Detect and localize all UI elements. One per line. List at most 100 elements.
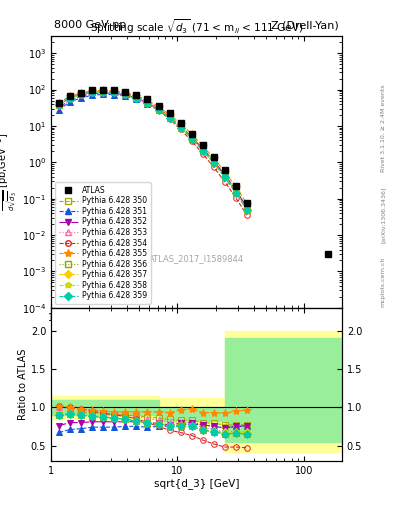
Pythia 6.428 358: [112, 89, 117, 95]
Pythia 6.428 359: [211, 160, 216, 166]
Pythia 6.428 359: [145, 100, 150, 106]
Pythia 6.428 358: [145, 100, 150, 106]
Pythia 6.428 353: [167, 114, 172, 120]
Pythia 6.428 355: [233, 184, 238, 190]
Pythia 6.428 359: [57, 102, 62, 108]
Pythia 6.428 357: [134, 95, 139, 101]
Pythia 6.428 353: [211, 159, 216, 165]
Pythia 6.428 353: [101, 88, 106, 94]
Pythia 6.428 357: [90, 89, 95, 95]
Pythia 6.428 358: [123, 91, 128, 97]
ATLAS: [90, 88, 95, 94]
Pythia 6.428 358: [233, 189, 238, 196]
Pythia 6.428 351: [178, 124, 183, 131]
Pythia 6.428 355: [112, 88, 117, 94]
Pythia 6.428 355: [178, 121, 183, 127]
Pythia 6.428 352: [200, 146, 205, 152]
Pythia 6.428 354: [178, 126, 183, 133]
Pythia 6.428 358: [134, 95, 139, 101]
Pythia 6.428 358: [156, 106, 161, 113]
Pythia 6.428 357: [167, 115, 172, 121]
Pythia 6.428 355: [134, 93, 139, 99]
Line: Pythia 6.428 358: Pythia 6.428 358: [57, 89, 250, 212]
Pythia 6.428 351: [134, 96, 139, 102]
ATLAS: [245, 200, 250, 206]
Pythia 6.428 354: [222, 179, 227, 185]
Pythia 6.428 353: [90, 88, 95, 94]
Pythia 6.428 352: [57, 104, 62, 111]
Pythia 6.428 353: [145, 99, 150, 105]
Pythia 6.428 352: [222, 172, 227, 178]
Pythia 6.428 352: [79, 93, 84, 99]
Pythia 6.428 352: [156, 106, 161, 113]
Pythia 6.428 352: [145, 100, 150, 106]
ATLAS: [233, 183, 238, 189]
Pythia 6.428 359: [134, 95, 139, 101]
Pythia 6.428 352: [112, 90, 117, 96]
ATLAS: [57, 100, 62, 106]
Pythia 6.428 356: [134, 95, 139, 101]
Pythia 6.428 356: [189, 136, 194, 142]
Y-axis label: $\frac{d\sigma}{d\sqrt{\overline{d_3}}}$ [pb,GeV$^{-1}$]: $\frac{d\sigma}{d\sqrt{\overline{d_3}}}$…: [0, 133, 19, 211]
Pythia 6.428 355: [57, 100, 62, 106]
Pythia 6.428 356: [90, 89, 95, 95]
Pythia 6.428 351: [245, 204, 250, 210]
Text: mcplots.cern.ch: mcplots.cern.ch: [381, 257, 386, 307]
Pythia 6.428 356: [101, 89, 106, 95]
Pythia 6.428 350: [134, 94, 139, 100]
Pythia 6.428 353: [134, 94, 139, 100]
Pythia 6.428 350: [90, 89, 95, 95]
Pythia 6.428 359: [200, 147, 205, 154]
Pythia 6.428 354: [200, 151, 205, 157]
ATLAS: [134, 92, 139, 98]
Pythia 6.428 353: [123, 90, 128, 96]
Pythia 6.428 354: [245, 212, 250, 218]
Pythia 6.428 359: [112, 89, 117, 95]
Legend: ATLAS, Pythia 6.428 350, Pythia 6.428 351, Pythia 6.428 352, Pythia 6.428 353, P: ATLAS, Pythia 6.428 350, Pythia 6.428 35…: [55, 182, 151, 304]
Pythia 6.428 356: [156, 106, 161, 113]
Pythia 6.428 359: [222, 174, 227, 180]
Text: 8000 GeV pp: 8000 GeV pp: [54, 20, 126, 30]
Pythia 6.428 354: [233, 195, 238, 201]
ATLAS: [68, 93, 72, 99]
Pythia 6.428 357: [145, 100, 150, 106]
Text: Rivet 3.1.10, ≥ 2.4M events: Rivet 3.1.10, ≥ 2.4M events: [381, 84, 386, 172]
Pythia 6.428 351: [101, 91, 106, 97]
Pythia 6.428 351: [112, 92, 117, 98]
ATLAS: [200, 142, 205, 148]
Pythia 6.428 352: [90, 91, 95, 97]
Pythia 6.428 358: [211, 160, 216, 166]
Pythia 6.428 356: [79, 91, 84, 97]
Pythia 6.428 356: [112, 89, 117, 95]
ATLAS: [211, 154, 216, 160]
Pythia 6.428 358: [189, 136, 194, 142]
Pythia 6.428 351: [222, 172, 227, 178]
Pythia 6.428 356: [57, 102, 62, 108]
Pythia 6.428 357: [101, 89, 106, 95]
Pythia 6.428 357: [222, 174, 227, 180]
Pythia 6.428 356: [211, 160, 216, 166]
Pythia 6.428 358: [57, 102, 62, 108]
Pythia 6.428 354: [112, 89, 117, 95]
Pythia 6.428 356: [145, 100, 150, 106]
ATLAS: [222, 167, 227, 174]
Pythia 6.428 357: [245, 206, 250, 212]
Pythia 6.428 355: [68, 93, 72, 99]
Pythia 6.428 357: [156, 106, 161, 113]
Pythia 6.428 356: [222, 174, 227, 180]
Pythia 6.428 352: [178, 124, 183, 130]
Pythia 6.428 351: [189, 135, 194, 141]
Pythia 6.428 355: [167, 112, 172, 118]
Text: ATLAS_2017_I1589844: ATLAS_2017_I1589844: [149, 254, 244, 263]
Pythia 6.428 354: [167, 116, 172, 122]
Pythia 6.428 355: [245, 201, 250, 207]
Line: Pythia 6.428 359: Pythia 6.428 359: [57, 89, 250, 213]
Pythia 6.428 358: [178, 124, 183, 131]
ATLAS: [145, 96, 150, 102]
Pythia 6.428 358: [222, 174, 227, 180]
Pythia 6.428 357: [200, 147, 205, 154]
Pythia 6.428 359: [156, 106, 161, 113]
Pythia 6.428 354: [145, 100, 150, 106]
Pythia 6.428 353: [79, 90, 84, 96]
Pythia 6.428 356: [68, 95, 72, 101]
